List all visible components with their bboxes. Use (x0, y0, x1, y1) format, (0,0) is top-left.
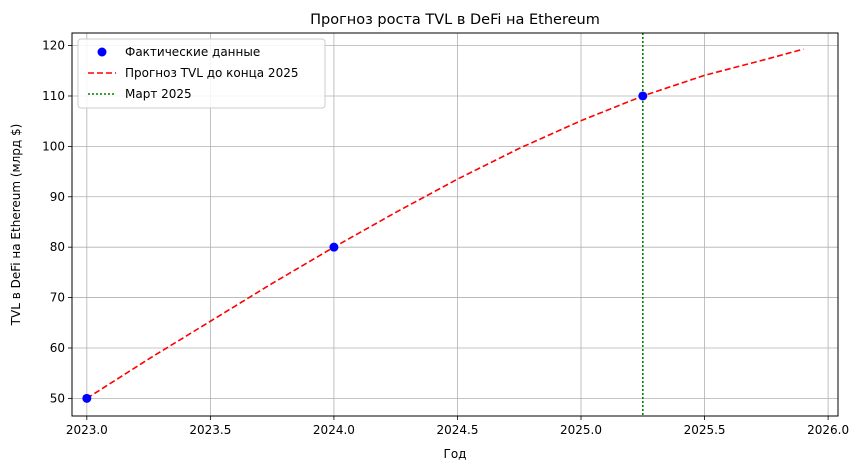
x-tick-label: 2024.5 (436, 423, 478, 437)
x-tick-label: 2024.0 (313, 423, 355, 437)
y-tick-label: 100 (42, 139, 65, 153)
x-tick-label: 2025.5 (684, 423, 726, 437)
data-point (82, 393, 92, 403)
y-tick-label: 110 (42, 89, 65, 103)
plot-frame (71, 32, 839, 417)
y-tick-label: 120 (42, 39, 65, 53)
data-point (638, 91, 648, 101)
legend-label: Фактические данные (125, 45, 260, 59)
series-layer (82, 33, 804, 416)
y-tick-label: 50 (50, 391, 65, 405)
legend-label: Прогноз TVL до конца 2025 (125, 66, 298, 80)
x-tick-label: 2023.5 (189, 423, 231, 437)
y-tick-label: 60 (50, 341, 65, 355)
x-axis-label: Год (444, 447, 467, 461)
y-tick-label: 70 (50, 291, 65, 305)
y-tick-label: 80 (50, 240, 65, 254)
y-axis-label: TVL в DeFi на Ethereum (млрд $) (9, 124, 23, 327)
y-tick-label: 90 (50, 190, 65, 204)
legend: Фактические данные Прогноз TVL до конца 2… (77, 38, 326, 109)
data-point (329, 242, 339, 252)
x-tick-label: 2025.0 (560, 423, 602, 437)
legend-box (77, 38, 326, 109)
legend-label: Март 2025 (125, 87, 192, 101)
chart-title: Прогноз роста TVL в DeFi на Ethereum (310, 12, 600, 28)
x-tick-label: 2023.0 (66, 423, 108, 437)
x-tick-label: 2026.0 (807, 423, 849, 437)
ticks: 2023.0 2023.5 2024.0 2024.5 2025.0 2025.5 2026… (42, 39, 849, 437)
forecast-line (86, 48, 804, 400)
legend-marker (97, 47, 107, 57)
